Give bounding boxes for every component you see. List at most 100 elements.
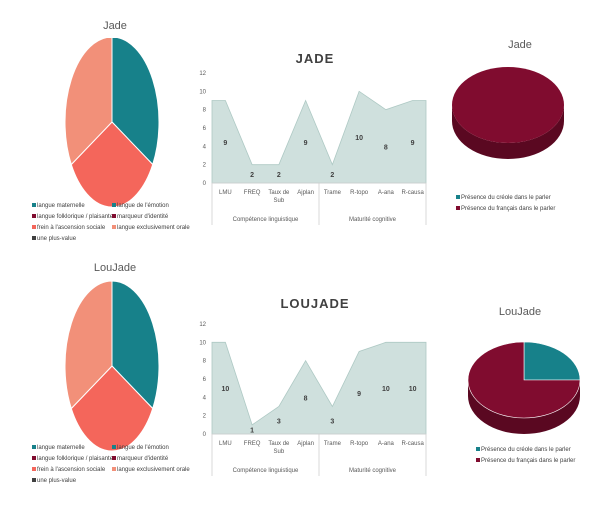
pie3d-slice-0 [523,341,581,381]
legend-swatch [32,456,36,461]
area-loujade-panel: LOUJADE 0 2 4 6 8 10 12 10 1 3 8 3 9 10 10 LMU FREQ Taux … [190,290,440,480]
legend-swatch [32,236,36,241]
data-label: 9 [223,140,227,147]
x-tick-label: A-ana [378,441,395,447]
x-tick-label: LMU [219,441,232,447]
legend-swatch [32,467,36,472]
legend-item: marqueur d'identité [112,212,168,223]
x-tick-label: Trame [324,190,342,196]
pie-loujade-panel: LouJade langue maternelle langue de l'émo… [20,260,210,510]
legend-label: langue exclusivement orale [117,225,190,231]
legend-label: langue de l'émotion [117,203,169,209]
data-label: 2 [277,172,281,179]
pie-jade-title: Jade [103,20,127,32]
data-label: 8 [384,144,388,151]
data-label: 9 [411,140,415,147]
y-tick-label: 8 [203,108,207,114]
y-tick-label: 2 [203,163,207,169]
legend-label: Présence du français dans le parler [481,458,576,464]
pie-loujade-title: LouJade [93,262,137,274]
legend-label: marqueur d'identité [117,456,169,462]
pie3d-jade-title: Jade [508,39,532,51]
legend-item: langue maternelle [32,201,85,212]
pie3d-side-1 [468,380,580,434]
legend-label: langue folklorique / plaisante [37,214,114,220]
legend-item: langue exclusivement orale [112,223,190,234]
data-label: 10 [382,386,390,393]
pie3d-loujade-legend: Présence du créole dans le parler Présenc… [476,445,600,475]
legend-swatch [476,458,480,463]
area-series [211,341,427,435]
legend-swatch [112,467,116,472]
pie3d-loujade-chart [467,341,581,434]
area-jade-chart: 0 2 4 6 8 10 12 9 2 2 9 2 10 8 9 LMU FREQ Taux de Sub Ajpla… [199,71,427,225]
x-tick-label: R-causa [401,190,424,196]
area-jade-title: JADE [295,51,335,66]
legend-item: Présence du créole dans le parler [456,193,551,204]
pie3d-jade-panel: Jade Présence du créole dans le parler Pr… [440,35,600,235]
pie3d-side-1 [452,105,564,159]
pie3d-loujade-panel: LouJade Présence du créole dans le parle… [440,300,600,500]
legend-item: langue de l'émotion [112,201,169,212]
legend-swatch [112,225,116,230]
legend-label: langue folklorique / plaisante [37,456,114,462]
y-tick-label: 4 [203,144,207,150]
pie-loujade-chart [64,280,160,452]
legend-swatch [32,203,36,208]
legend-swatch [476,447,480,452]
x-tick-label: Ajplan [297,190,314,196]
legend-label: langue maternelle [37,445,85,451]
pie-loujade-legend: langue maternelle langue de l'émotion lang… [32,443,212,503]
legend-label: une plus-value [37,236,77,242]
data-label: 2 [330,172,334,179]
legend-swatch [112,203,116,208]
legend-item: frein à l'ascension sociale [32,465,105,476]
pie3d-loujade-title: LouJade [498,306,542,318]
pie-slice-2 [64,280,113,410]
data-label: 9 [304,140,308,147]
x-tick-label: FREQ [244,190,261,196]
legend-item: frein à l'ascension sociale [32,223,105,234]
y-tick-label: 12 [199,71,206,77]
y-tick-label: 10 [199,340,206,346]
y-tick-label: 6 [203,126,207,132]
area-jade-panel: JADE 0 2 4 6 8 10 12 9 2 2 9 2 10 8 9 LMU FREQ Taux de Sub… [190,45,440,235]
pie3d-slice-1 [467,341,581,419]
x-tick-label: Trame [324,441,342,447]
legend-item: langue exclusivement orale [112,465,190,476]
legend-swatch [32,478,36,483]
data-label: 10 [221,386,229,393]
legend-label: langue de l'émotion [117,445,169,451]
legend-item: Présence du créole dans le parler [476,445,571,456]
group-label: Compétence linguistique [233,468,299,474]
x-tick-label: Ajplan [297,441,314,447]
legend-label: Présence du créole dans le parler [461,195,551,201]
x-tick-label: Sub [274,449,285,455]
legend-item: marqueur d'identité [112,454,168,465]
y-tick-label: 4 [203,395,207,401]
data-label: 8 [304,395,308,402]
x-tick-label: R-causa [401,441,424,447]
y-tick-label: 12 [199,322,206,328]
pie3d-jade-chart [452,67,564,159]
x-tick-label: Sub [274,198,285,204]
legend-item: une plus-value [32,476,76,487]
legend-label: une plus-value [37,478,77,484]
y-tick-label: 0 [203,181,207,187]
pie-slice-0 [111,38,160,166]
pie-slice-1 [70,365,154,452]
legend-swatch [112,445,116,450]
x-tick-label: FREQ [244,441,261,447]
pie3d-slice-1 [452,67,564,143]
data-label: 10 [409,386,417,393]
x-tick-label: LMU [219,190,232,196]
legend-swatch [456,195,460,200]
pie-slice-2 [64,38,113,166]
x-tick-label: Taux de [268,441,290,447]
legend-item: langue folklorique / plaisante [32,212,113,223]
legend-label: marqueur d'identité [117,214,169,220]
data-label: 3 [277,418,281,425]
y-tick-label: 10 [199,89,206,95]
legend-item: Présence du français dans le parler [476,456,575,467]
